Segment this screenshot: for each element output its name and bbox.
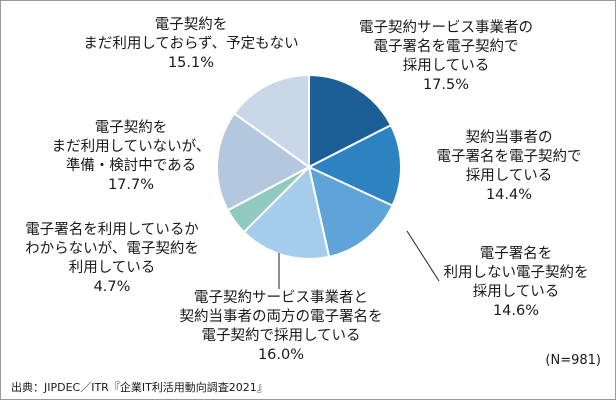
- pie-slice-1: [308, 73, 393, 169]
- slice-label-no-signature: 電子署名を 利用しない電子契約を 採用している 14.6%: [431, 245, 601, 321]
- sample-size-label: (N=981): [545, 353, 601, 368]
- slice-label-both-signatures: 電子契約サービス事業者と 契約当事者の両方の電子署名を 電子契約で採用している …: [151, 289, 411, 365]
- leader-line-slice-3: [406, 230, 440, 282]
- slice-label-unknown-signature: 電子署名を利用しているか わからないが、電子契約を 利用している 4.7%: [7, 221, 217, 297]
- slice-label-service-provider-signature: 電子契約サービス事業者の 電子署名を電子契約で 採用している 17.5%: [331, 19, 561, 95]
- slice-value-no-signature: 14.6%: [492, 303, 540, 319]
- slice-value-preparing: 17.7%: [107, 177, 155, 193]
- slice-value-both-signatures: 16.0%: [257, 347, 305, 363]
- slice-value-unknown-signature: 4.7%: [93, 279, 131, 295]
- slice-label-party-signature: 契約当事者の 電子署名を電子契約で 採用している 14.4%: [419, 129, 599, 205]
- slice-value-service-provider-signature: 17.5%: [422, 77, 470, 93]
- slice-value-not-planned: 15.1%: [167, 55, 215, 71]
- pie-slice-3: [307, 165, 394, 258]
- slice-label-not-planned: 電子契約を まだ利用しておらず、予定もない 15.1%: [71, 16, 311, 73]
- source-note: 出典：JIPDEC／ITR『企業IT利活用動向調査2021』: [11, 381, 268, 394]
- pie-slice-2: [306, 123, 402, 207]
- pie-slice-4: [242, 165, 331, 260]
- slice-label-preparing: 電子契約を まだ利用していないが、 準備・検討中である 17.7%: [31, 119, 231, 195]
- pie-slice-6: [216, 111, 311, 212]
- pie-slice-7: [232, 73, 310, 169]
- slice-value-party-signature: 14.4%: [485, 187, 533, 203]
